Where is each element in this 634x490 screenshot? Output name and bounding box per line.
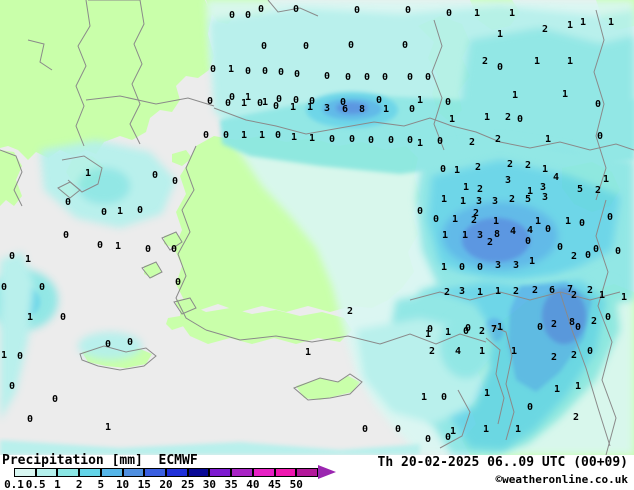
precipitation-layer — [0, 0, 634, 455]
coast-epirus — [0, 149, 23, 207]
aegean-island-c — [166, 316, 184, 330]
precip-south-med — [0, 440, 420, 455]
scale-tick-25: 25 — [181, 478, 195, 490]
epirus-coast-land — [0, 150, 22, 206]
coast-turkey-south — [205, 329, 487, 345]
color-scale-arrow — [318, 465, 336, 479]
coast-evia — [57, 181, 81, 199]
legend-title: Precipitation [mm] ECMWF — [2, 453, 198, 468]
precip-cyprus-1 — [440, 314, 492, 378]
border-syria-iraq — [559, 291, 611, 447]
coast-black-sea-north — [267, 0, 319, 17]
precip-levant-10 — [542, 288, 586, 344]
scale-swatch-5 — [100, 468, 123, 477]
precip-west-strip — [0, 252, 34, 420]
scale-swatch-10 — [122, 468, 145, 477]
precip-aegean-1 — [78, 168, 130, 204]
scale-tick-5: 5 — [97, 478, 105, 490]
scale-tick-20: 20 — [159, 478, 173, 490]
coast-island-b — [141, 261, 163, 279]
scale-tick-30: 30 — [202, 478, 217, 490]
precip-ne-1 — [460, 28, 634, 160]
scale-swatch-15 — [144, 468, 166, 477]
scale-swatch-0.1 — [14, 468, 36, 477]
precip-e-core-10 — [462, 218, 530, 262]
precip-core-n-10 — [336, 102, 368, 114]
scale-swatch-25 — [187, 468, 210, 477]
scale-swatch-0.5 — [35, 468, 58, 477]
border-balkan-mid — [129, 0, 145, 145]
scale-tick-2: 2 — [75, 478, 83, 490]
coast-rhodes — [173, 297, 197, 315]
scale-tick-0.5: 0.5 — [25, 478, 46, 490]
border-caucasus — [593, 9, 607, 201]
scale-swatch-40 — [252, 468, 275, 477]
coast-cyprus — [293, 373, 363, 401]
border-sinai — [439, 389, 471, 449]
copyright-notice: ©weatheronline.co.uk — [495, 473, 628, 486]
border-greece-north — [85, 95, 215, 107]
scale-tick-10: 10 — [115, 478, 130, 490]
legend-panel: Precipitation [mm] ECMWF 0.1 0.5 1 2 5 10 15 20… — [0, 453, 634, 490]
run-timestamp: Th 20-02-2025 06..09 UTC (00+09) — [377, 455, 628, 470]
sw-turkey-land — [180, 300, 352, 344]
scale-swatch-45 — [274, 468, 297, 477]
precip-crete-0p5 — [78, 332, 142, 360]
cyprus-land — [296, 376, 360, 400]
scale-tick-50: 50 — [289, 478, 303, 490]
border-iraq-east — [595, 199, 617, 455]
border-jordan — [485, 337, 505, 425]
boundary-layer — [0, 0, 634, 455]
coast-anatolia-north — [213, 107, 634, 151]
border-east-turkey — [431, 19, 445, 151]
scale-tick-40: 40 — [246, 478, 260, 490]
balkans-greece-land — [0, 0, 214, 160]
scale-swatch-30 — [209, 468, 232, 477]
scale-swatch-20 — [166, 468, 188, 477]
scale-tick-1: 1 — [54, 478, 61, 490]
scale-swatch-35 — [231, 468, 253, 477]
scale-tick-45: 45 — [267, 478, 282, 490]
border-levant-coast — [491, 325, 515, 441]
map-canvas — [0, 0, 634, 455]
border-albania — [27, 39, 53, 71]
coast-crete — [79, 345, 157, 371]
color-scale-tick-labels: 0.1 0.5 1 2 5 10 15 20 25 30 35 40 45 50 — [0, 478, 340, 490]
aegean-island-d — [172, 150, 192, 166]
scale-tick-35: 35 — [224, 478, 238, 490]
scale-swatch-2 — [79, 468, 101, 477]
scale-tick-15: 15 — [137, 478, 151, 490]
scale-tick-0.1: 0.1 — [4, 478, 24, 490]
scale-swatch-1 — [57, 468, 80, 477]
coast-turkey-west — [175, 145, 207, 331]
aegean-island-a — [164, 232, 182, 248]
border-turkey-syria — [409, 291, 621, 301]
border-balkan-west — [75, 0, 91, 147]
scale-swatch-50 — [296, 468, 318, 477]
coast-island-a — [161, 231, 183, 251]
color-scale-bar — [14, 468, 318, 477]
